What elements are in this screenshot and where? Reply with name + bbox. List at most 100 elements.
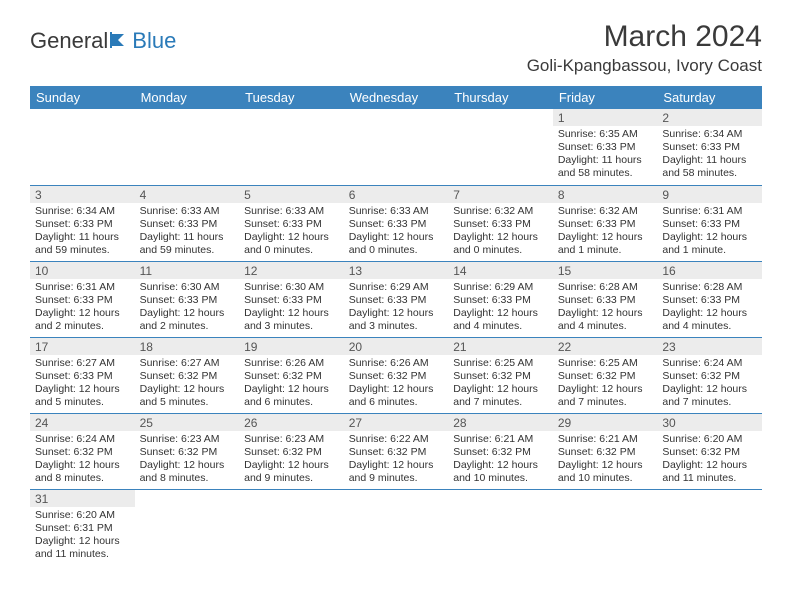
logo-text-part2: Blue bbox=[132, 28, 176, 54]
day-number: 5 bbox=[239, 186, 344, 203]
header: General Blue March 2024 Goli-Kpangbassou… bbox=[30, 20, 762, 76]
day-number: 12 bbox=[239, 262, 344, 279]
calendar-cell: 23Sunrise: 6:24 AMSunset: 6:32 PMDayligh… bbox=[657, 337, 762, 413]
weekday-header: Thursday bbox=[448, 86, 553, 109]
day-details: Sunrise: 6:32 AMSunset: 6:33 PMDaylight:… bbox=[448, 203, 553, 261]
day-details: Sunrise: 6:32 AMSunset: 6:33 PMDaylight:… bbox=[553, 203, 658, 261]
day-details: Sunrise: 6:27 AMSunset: 6:33 PMDaylight:… bbox=[30, 355, 135, 413]
calendar-cell bbox=[553, 489, 658, 565]
day-details: Sunrise: 6:33 AMSunset: 6:33 PMDaylight:… bbox=[135, 203, 240, 261]
calendar-cell bbox=[135, 109, 240, 185]
calendar-cell: 11Sunrise: 6:30 AMSunset: 6:33 PMDayligh… bbox=[135, 261, 240, 337]
calendar-cell bbox=[448, 109, 553, 185]
calendar-body: 1Sunrise: 6:35 AMSunset: 6:33 PMDaylight… bbox=[30, 109, 762, 565]
day-details: Sunrise: 6:23 AMSunset: 6:32 PMDaylight:… bbox=[239, 431, 344, 489]
calendar-row: 1Sunrise: 6:35 AMSunset: 6:33 PMDaylight… bbox=[30, 109, 762, 185]
calendar-cell: 14Sunrise: 6:29 AMSunset: 6:33 PMDayligh… bbox=[448, 261, 553, 337]
calendar-cell bbox=[657, 489, 762, 565]
calendar-row: 31Sunrise: 6:20 AMSunset: 6:31 PMDayligh… bbox=[30, 489, 762, 565]
weekday-header: Monday bbox=[135, 86, 240, 109]
day-number: 10 bbox=[30, 262, 135, 279]
calendar-cell: 22Sunrise: 6:25 AMSunset: 6:32 PMDayligh… bbox=[553, 337, 658, 413]
day-details: Sunrise: 6:34 AMSunset: 6:33 PMDaylight:… bbox=[657, 126, 762, 184]
calendar-cell: 29Sunrise: 6:21 AMSunset: 6:32 PMDayligh… bbox=[553, 413, 658, 489]
day-number: 6 bbox=[344, 186, 449, 203]
calendar-cell: 26Sunrise: 6:23 AMSunset: 6:32 PMDayligh… bbox=[239, 413, 344, 489]
day-details: Sunrise: 6:33 AMSunset: 6:33 PMDaylight:… bbox=[239, 203, 344, 261]
day-number: 19 bbox=[239, 338, 344, 355]
day-number: 25 bbox=[135, 414, 240, 431]
calendar-row: 17Sunrise: 6:27 AMSunset: 6:33 PMDayligh… bbox=[30, 337, 762, 413]
day-details: Sunrise: 6:30 AMSunset: 6:33 PMDaylight:… bbox=[135, 279, 240, 337]
day-number: 26 bbox=[239, 414, 344, 431]
calendar-cell bbox=[239, 109, 344, 185]
day-number: 31 bbox=[30, 490, 135, 507]
calendar-cell: 31Sunrise: 6:20 AMSunset: 6:31 PMDayligh… bbox=[30, 489, 135, 565]
day-number: 22 bbox=[553, 338, 658, 355]
calendar-cell bbox=[344, 109, 449, 185]
calendar-cell: 2Sunrise: 6:34 AMSunset: 6:33 PMDaylight… bbox=[657, 109, 762, 185]
day-details: Sunrise: 6:33 AMSunset: 6:33 PMDaylight:… bbox=[344, 203, 449, 261]
day-number: 16 bbox=[657, 262, 762, 279]
calendar-cell: 17Sunrise: 6:27 AMSunset: 6:33 PMDayligh… bbox=[30, 337, 135, 413]
calendar-cell bbox=[239, 489, 344, 565]
day-number: 30 bbox=[657, 414, 762, 431]
calendar-cell: 12Sunrise: 6:30 AMSunset: 6:33 PMDayligh… bbox=[239, 261, 344, 337]
weekday-header: Saturday bbox=[657, 86, 762, 109]
day-details: Sunrise: 6:20 AMSunset: 6:32 PMDaylight:… bbox=[657, 431, 762, 489]
calendar-cell: 24Sunrise: 6:24 AMSunset: 6:32 PMDayligh… bbox=[30, 413, 135, 489]
calendar-cell: 16Sunrise: 6:28 AMSunset: 6:33 PMDayligh… bbox=[657, 261, 762, 337]
day-details: Sunrise: 6:31 AMSunset: 6:33 PMDaylight:… bbox=[30, 279, 135, 337]
calendar-cell: 13Sunrise: 6:29 AMSunset: 6:33 PMDayligh… bbox=[344, 261, 449, 337]
day-number: 28 bbox=[448, 414, 553, 431]
day-number: 4 bbox=[135, 186, 240, 203]
day-number: 21 bbox=[448, 338, 553, 355]
day-details: Sunrise: 6:29 AMSunset: 6:33 PMDaylight:… bbox=[448, 279, 553, 337]
calendar-cell bbox=[30, 109, 135, 185]
day-details: Sunrise: 6:31 AMSunset: 6:33 PMDaylight:… bbox=[657, 203, 762, 261]
day-number: 15 bbox=[553, 262, 658, 279]
day-details: Sunrise: 6:20 AMSunset: 6:31 PMDaylight:… bbox=[30, 507, 135, 565]
day-details: Sunrise: 6:28 AMSunset: 6:33 PMDaylight:… bbox=[553, 279, 658, 337]
calendar-cell: 27Sunrise: 6:22 AMSunset: 6:32 PMDayligh… bbox=[344, 413, 449, 489]
day-number: 27 bbox=[344, 414, 449, 431]
calendar-row: 24Sunrise: 6:24 AMSunset: 6:32 PMDayligh… bbox=[30, 413, 762, 489]
calendar-cell: 28Sunrise: 6:21 AMSunset: 6:32 PMDayligh… bbox=[448, 413, 553, 489]
weekday-header: Friday bbox=[553, 86, 658, 109]
day-number: 2 bbox=[657, 109, 762, 126]
day-number: 29 bbox=[553, 414, 658, 431]
day-number: 17 bbox=[30, 338, 135, 355]
calendar-cell: 4Sunrise: 6:33 AMSunset: 6:33 PMDaylight… bbox=[135, 185, 240, 261]
calendar-cell bbox=[448, 489, 553, 565]
calendar-cell: 9Sunrise: 6:31 AMSunset: 6:33 PMDaylight… bbox=[657, 185, 762, 261]
day-details: Sunrise: 6:27 AMSunset: 6:32 PMDaylight:… bbox=[135, 355, 240, 413]
day-details: Sunrise: 6:23 AMSunset: 6:32 PMDaylight:… bbox=[135, 431, 240, 489]
day-number: 14 bbox=[448, 262, 553, 279]
day-number: 20 bbox=[344, 338, 449, 355]
calendar-row: 3Sunrise: 6:34 AMSunset: 6:33 PMDaylight… bbox=[30, 185, 762, 261]
day-number: 13 bbox=[344, 262, 449, 279]
day-number: 18 bbox=[135, 338, 240, 355]
day-details: Sunrise: 6:22 AMSunset: 6:32 PMDaylight:… bbox=[344, 431, 449, 489]
day-number: 23 bbox=[657, 338, 762, 355]
day-number: 7 bbox=[448, 186, 553, 203]
calendar-cell: 25Sunrise: 6:23 AMSunset: 6:32 PMDayligh… bbox=[135, 413, 240, 489]
calendar-cell: 15Sunrise: 6:28 AMSunset: 6:33 PMDayligh… bbox=[553, 261, 658, 337]
day-details: Sunrise: 6:34 AMSunset: 6:33 PMDaylight:… bbox=[30, 203, 135, 261]
location-text: Goli-Kpangbassou, Ivory Coast bbox=[527, 56, 762, 76]
weekday-header: Wednesday bbox=[344, 86, 449, 109]
weekday-header-row: SundayMondayTuesdayWednesdayThursdayFrid… bbox=[30, 86, 762, 109]
calendar-cell: 19Sunrise: 6:26 AMSunset: 6:32 PMDayligh… bbox=[239, 337, 344, 413]
page-title: March 2024 bbox=[527, 20, 762, 54]
day-number: 8 bbox=[553, 186, 658, 203]
day-number: 3 bbox=[30, 186, 135, 203]
calendar-cell: 21Sunrise: 6:25 AMSunset: 6:32 PMDayligh… bbox=[448, 337, 553, 413]
day-number: 24 bbox=[30, 414, 135, 431]
calendar-cell: 20Sunrise: 6:26 AMSunset: 6:32 PMDayligh… bbox=[344, 337, 449, 413]
calendar-cell: 1Sunrise: 6:35 AMSunset: 6:33 PMDaylight… bbox=[553, 109, 658, 185]
calendar-cell: 8Sunrise: 6:32 AMSunset: 6:33 PMDaylight… bbox=[553, 185, 658, 261]
calendar-cell: 7Sunrise: 6:32 AMSunset: 6:33 PMDaylight… bbox=[448, 185, 553, 261]
logo: General Blue bbox=[30, 20, 176, 54]
day-details: Sunrise: 6:29 AMSunset: 6:33 PMDaylight:… bbox=[344, 279, 449, 337]
day-details: Sunrise: 6:35 AMSunset: 6:33 PMDaylight:… bbox=[553, 126, 658, 184]
